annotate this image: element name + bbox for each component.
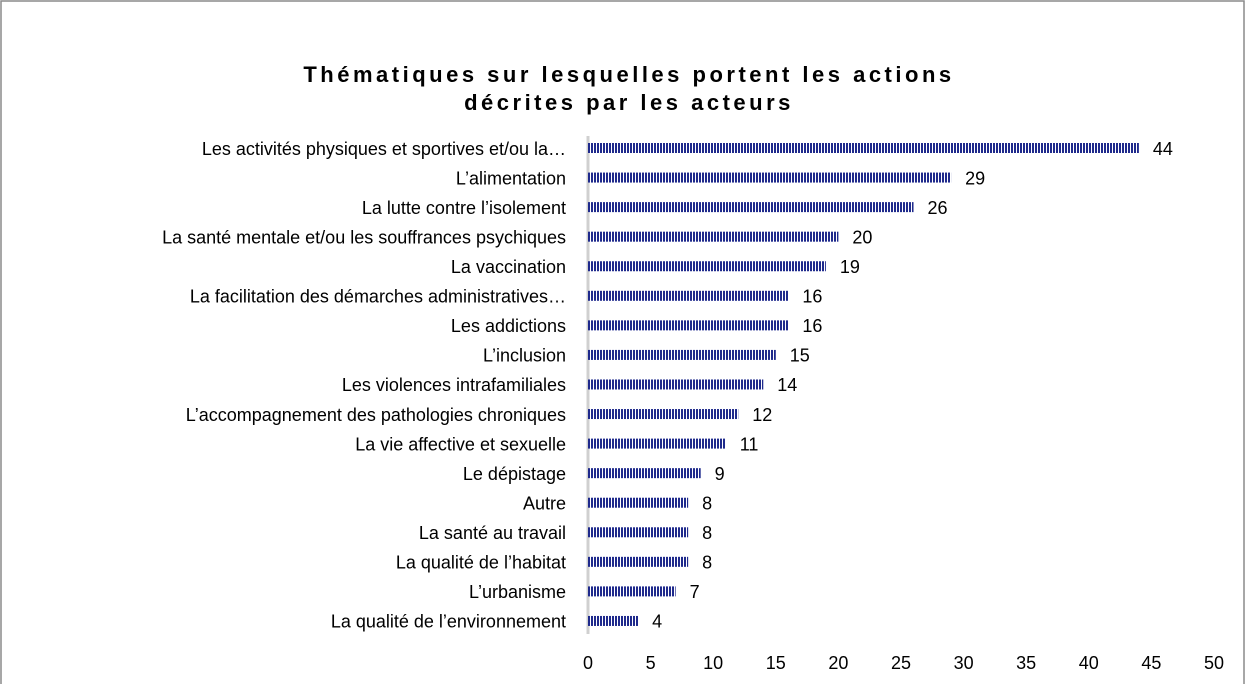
x-tick-label: 40: [1079, 653, 1099, 673]
bar: [588, 409, 739, 420]
x-tick-label: 45: [1141, 653, 1161, 673]
data-label: 7: [690, 582, 700, 602]
x-tick-label: 15: [766, 653, 786, 673]
data-label: 19: [840, 257, 860, 277]
y-tick-label: Les activités physiques et sportives et/…: [202, 139, 566, 159]
bar: [588, 468, 701, 479]
y-tick-label: La facilitation des démarches administra…: [190, 287, 566, 307]
y-tick-label: L’inclusion: [483, 346, 566, 366]
y-tick-label: L’accompagnement des pathologies chroniq…: [186, 405, 566, 425]
data-label: 29: [965, 168, 985, 188]
data-label: 11: [740, 434, 759, 454]
y-tick-label: La qualité de l’habitat: [396, 553, 566, 573]
bar: [588, 143, 1139, 153]
y-tick-label: Autre: [523, 493, 566, 513]
y-tick-label: Les violences intrafamiliales: [342, 375, 566, 395]
data-label: 16: [802, 316, 822, 336]
data-label: 8: [702, 493, 712, 513]
bar: [588, 379, 764, 390]
x-tick-label: 50: [1204, 653, 1224, 673]
y-tick-label: Le dépistage: [463, 464, 566, 484]
bar: [588, 349, 776, 360]
data-label: 9: [715, 464, 725, 484]
x-tick-label: 20: [828, 653, 848, 673]
y-tick-label: La santé mentale et/ou les souffrances p…: [162, 227, 566, 247]
x-tick-label: 10: [703, 653, 723, 673]
data-label: 44: [1153, 139, 1173, 159]
bar: [588, 261, 826, 272]
y-tick-label: La vaccination: [451, 257, 566, 277]
bar: [588, 615, 639, 626]
data-label: 8: [702, 523, 712, 543]
data-label: 20: [852, 227, 872, 247]
data-label: 26: [928, 198, 948, 218]
y-tick-label: La vie affective et sexuelle: [355, 434, 566, 454]
x-tick-label: 0: [583, 653, 593, 673]
x-tick-label: 25: [891, 653, 911, 673]
y-tick-label: Les addictions: [451, 316, 566, 336]
bar: [588, 320, 789, 331]
bar: [588, 202, 914, 213]
data-label: 16: [802, 287, 822, 307]
data-label: 4: [652, 612, 662, 632]
data-label: 14: [777, 375, 797, 395]
bar: [588, 556, 689, 567]
bar: [588, 231, 839, 242]
x-tick-label: 35: [1016, 653, 1036, 673]
data-label: 15: [790, 346, 810, 366]
y-tick-label: L’alimentation: [456, 168, 566, 188]
bar: [588, 527, 689, 538]
bar: [588, 497, 689, 508]
y-tick-label: La lutte contre l’isolement: [362, 198, 566, 218]
x-tick-label: 30: [954, 653, 974, 673]
bar: [588, 290, 789, 301]
data-label: 8: [702, 553, 712, 573]
bar: [588, 172, 952, 183]
bar: [588, 586, 676, 597]
y-tick-label: L’urbanisme: [469, 582, 566, 602]
y-tick-label: La qualité de l’environnement: [331, 612, 566, 632]
y-tick-label: La santé au travail: [419, 523, 566, 543]
chart-title: décrites par les acteurs: [464, 90, 794, 115]
x-tick-label: 5: [646, 653, 656, 673]
bar: [588, 438, 726, 449]
data-label: 12: [752, 405, 772, 425]
chart-title: Thématiques sur lesquelles portent les a…: [303, 62, 954, 87]
